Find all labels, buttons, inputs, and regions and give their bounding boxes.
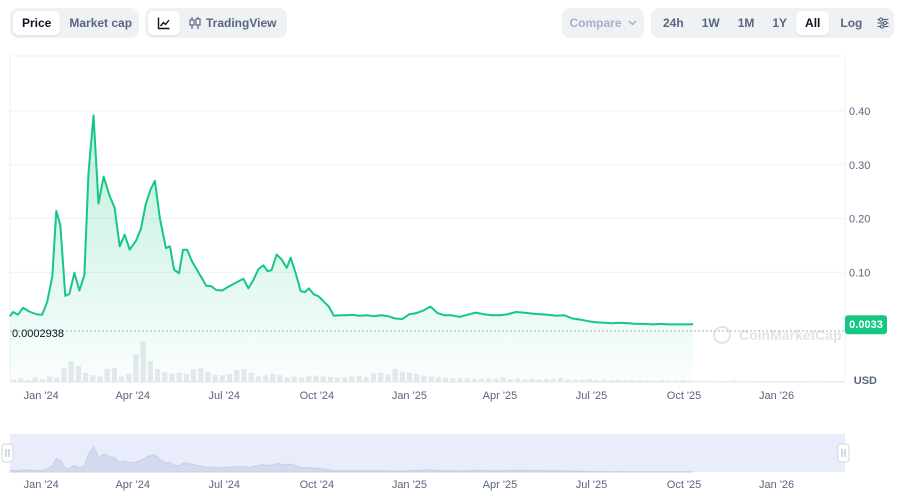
tab-price[interactable]: Price [13, 11, 61, 35]
tab-market-cap[interactable]: Market cap [69, 16, 133, 30]
x-tick-label: Jul '24 [209, 390, 240, 402]
volume-bar [766, 381, 773, 382]
navigator-tick-label: Jan '24 [24, 479, 59, 491]
x-tick-label: Jan '25 [392, 390, 427, 402]
range-1w-button[interactable]: 1W [701, 16, 720, 30]
volume-bar [810, 381, 816, 382]
compare-dropdown[interactable]: Compare [562, 8, 644, 38]
volume-bar [730, 380, 737, 382]
volume-bar [774, 381, 780, 382]
volume-bar [738, 381, 744, 382]
metric-tabs: Price Market cap [10, 8, 139, 38]
chevron-down-icon [627, 20, 637, 26]
volume-bar [795, 381, 801, 382]
candlestick-icon [189, 17, 201, 29]
log-scale-button[interactable]: Log [840, 16, 863, 30]
y-tick-label: 0.40 [849, 106, 870, 118]
x-tick-label: Jul '25 [576, 390, 607, 402]
navigator-tick-label: Jul '25 [576, 479, 607, 491]
y-tick-label: 0.20 [849, 214, 870, 226]
settings-button[interactable] [871, 11, 895, 35]
volume-bar [694, 380, 701, 382]
x-tick-label: Apr '24 [115, 390, 150, 402]
range-24h-button[interactable]: 24h [663, 16, 684, 30]
volume-bar [759, 381, 765, 382]
compare-label: Compare [569, 16, 622, 30]
x-tick-label: Apr '25 [483, 390, 518, 402]
navigator-tick-label: Jul '24 [209, 479, 240, 491]
volume-bar [838, 381, 844, 382]
x-tick-label: Oct '25 [667, 390, 702, 402]
volume-bar [824, 381, 830, 382]
volume-bar [831, 381, 837, 382]
navigator-right-handle[interactable] [837, 443, 850, 463]
volume-bar [752, 381, 758, 382]
volume-bar [709, 380, 715, 382]
sliders-icon [877, 17, 889, 29]
x-tick-label: Oct '24 [300, 390, 335, 402]
navigator-tick-label: Oct '25 [667, 479, 702, 491]
watermark: CoinMarketCap [713, 326, 842, 344]
navigator-tick-label: Jan '25 [392, 479, 427, 491]
line-chart-button[interactable] [148, 11, 180, 35]
navigator-tick-label: Oct '24 [300, 479, 335, 491]
price-line [9, 114, 694, 326]
watermark-text: CoinMarketCap [739, 327, 842, 343]
x-tick-label: Jan '26 [759, 390, 794, 402]
volume-bar [817, 381, 823, 382]
y-unit-label: USD [854, 375, 877, 387]
navigator-tick-label: Jan '26 [759, 479, 794, 491]
price-area [10, 115, 694, 383]
volume-bar [781, 381, 787, 382]
current-price-badge: 0.0033 [845, 315, 887, 335]
volume-bar [745, 381, 751, 382]
navigator-tick-label: Apr '24 [115, 479, 150, 491]
volume-bar [723, 381, 729, 382]
range-1m-button[interactable]: 1M [737, 16, 755, 30]
tradingview-label: TradingView [206, 16, 277, 30]
time-range-tabs: 24h 1W 1M 1Y All Log [651, 8, 894, 38]
chart-type-tabs: TradingView [145, 8, 287, 38]
volume-bar [788, 381, 794, 382]
volume-bar [702, 381, 708, 382]
line-chart-icon [157, 17, 170, 30]
navigator-left-handle[interactable] [1, 443, 14, 463]
open-price-label: 0.0002938 [12, 328, 64, 340]
volume-bar [716, 381, 722, 382]
volume-bar [802, 381, 809, 382]
y-tick-label: 0.10 [849, 267, 870, 279]
x-tick-label: Jan '24 [24, 390, 59, 402]
tradingview-button[interactable]: TradingView [180, 11, 285, 35]
range-1y-button[interactable]: 1Y [772, 16, 788, 30]
y-tick-label: 0.30 [849, 160, 870, 172]
range-all-button[interactable]: All [796, 11, 830, 35]
current-price-label: 0.0033 [849, 319, 883, 331]
navigator-area [9, 445, 694, 473]
navigator-tick-label: Apr '25 [483, 479, 518, 491]
